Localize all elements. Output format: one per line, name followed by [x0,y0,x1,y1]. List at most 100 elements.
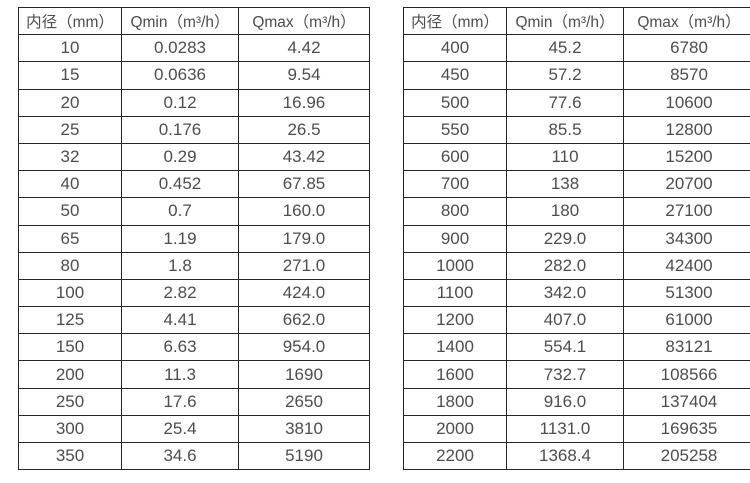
table-cell: 17.6 [121,387,239,416]
table-cell: 57.2 [506,61,624,90]
table-row: 1200 407.0 61000 [403,306,750,335]
table-row: 150 6.63 954.0 [18,333,370,362]
table-cell: 342.0 [506,278,624,308]
table-row: 40 0.452 67.85 [18,170,370,199]
table-cell: 407.0 [506,306,624,335]
table-row: 600 110 15200 [403,142,750,172]
table-row: 65 1.19 179.0 [18,224,370,253]
table-cell: 34300 [623,224,750,253]
table-cell: 2000 [403,414,507,444]
table-cell: 179.0 [238,224,370,253]
table-cell: 0.0283 [121,34,239,63]
table-row: 450 57.2 8570 [403,61,750,90]
table-cell: 40 [18,170,122,199]
table-cell: 1368.4 [506,441,624,471]
table-cell: 6780 [623,34,750,63]
table-cell: 0.176 [121,115,239,144]
table-cell: 77.6 [506,88,624,117]
table-row: 1100 342.0 51300 [403,278,750,308]
table-cell: 16.96 [238,88,370,117]
table-cell: 9.54 [238,61,370,90]
table-cell: 61000 [623,306,750,335]
table-cell: 27100 [623,197,750,226]
table-cell: 10 [18,34,122,63]
diameter-flow-table-right: 内径（mm） Qmin（m³/h） Qmax（m³/h） 400 45.2 6780 450… [403,6,750,471]
table-row: 1800 916.0 137404 [403,387,750,416]
table-cell: 282.0 [506,251,624,280]
table-cell: 2200 [403,441,507,471]
table-cell: 0.7 [121,197,239,226]
table-row: 1000 282.0 42400 [403,251,750,280]
table-cell: 20 [18,88,122,117]
table-cell: 34.6 [121,441,239,471]
table-cell: 205258 [623,441,750,471]
table-cell: 1690 [238,360,370,389]
table-cell: 150 [18,333,122,362]
table-cell: 0.0636 [121,61,239,90]
column-header: 内径（mm） [403,6,507,36]
table-cell: 0.12 [121,88,239,117]
table-row: 700 138 20700 [403,170,750,199]
table-row: 125 4.41 662.0 [18,306,370,335]
table-cell: 554.1 [506,333,624,362]
table-cell: 229.0 [506,224,624,253]
flow-range-tables: 内径（mm） Qmin（m³/h） Qmax（m³/h） 10 0.0283 4.42 15… [18,6,750,471]
table-row: 1400 554.1 83121 [403,333,750,362]
table-row: 50 0.7 160.0 [18,197,370,226]
table-cell: 271.0 [238,251,370,280]
table-cell: 15200 [623,142,750,172]
table-cell: 80 [18,251,122,280]
table-row: 25 0.176 26.5 [18,115,370,144]
table-cell: 65 [18,224,122,253]
table-row: 300 25.4 3810 [18,414,370,444]
table-cell: 916.0 [506,387,624,416]
table-cell: 600 [403,142,507,172]
table-cell: 350 [18,441,122,471]
table-cell: 300 [18,414,122,444]
table-row: 2000 1131.0 169635 [403,414,750,444]
table-cell: 732.7 [506,360,624,389]
table-row: 250 17.6 2650 [18,387,370,416]
table-cell: 662.0 [238,306,370,335]
table-cell: 2650 [238,387,370,416]
column-header: 内径（mm） [18,6,122,36]
table-cell: 1100 [403,278,507,308]
table-cell: 85.5 [506,115,624,144]
table-cell: 5190 [238,441,370,471]
table-cell: 550 [403,115,507,144]
table-cell: 32 [18,142,122,172]
table-cell: 400 [403,34,507,63]
header-row: 内径（mm） Qmin（m³/h） Qmax（m³/h） [18,6,370,36]
table-cell: 51300 [623,278,750,308]
table-row: 15 0.0636 9.54 [18,61,370,90]
table-cell: 0.29 [121,142,239,172]
table-cell: 26.5 [238,115,370,144]
table-cell: 43.42 [238,142,370,172]
table-cell: 2.82 [121,278,239,308]
table-cell: 200 [18,360,122,389]
table-cell: 500 [403,88,507,117]
table-cell: 110 [506,142,624,172]
table-cell: 137404 [623,387,750,416]
table-cell: 100 [18,278,122,308]
table-cell: 900 [403,224,507,253]
table-row: 32 0.29 43.42 [18,142,370,172]
table-cell: 250 [18,387,122,416]
table-cell: 1400 [403,333,507,362]
table-row: 100 2.82 424.0 [18,278,370,308]
column-header: Qmax（m³/h） [238,6,370,36]
table-row: 1600 732.7 108566 [403,360,750,389]
table-cell: 8570 [623,61,750,90]
table-cell: 10600 [623,88,750,117]
table-cell: 1.19 [121,224,239,253]
header-row: 内径（mm） Qmin（m³/h） Qmax（m³/h） [403,6,750,36]
table-cell: 4.41 [121,306,239,335]
table-cell: 1800 [403,387,507,416]
table-cell: 180 [506,197,624,226]
table-row: 550 85.5 12800 [403,115,750,144]
table-cell: 45.2 [506,34,624,63]
table-cell: 1600 [403,360,507,389]
table-cell: 25 [18,115,122,144]
table-cell: 800 [403,197,507,226]
table-cell: 0.452 [121,170,239,199]
